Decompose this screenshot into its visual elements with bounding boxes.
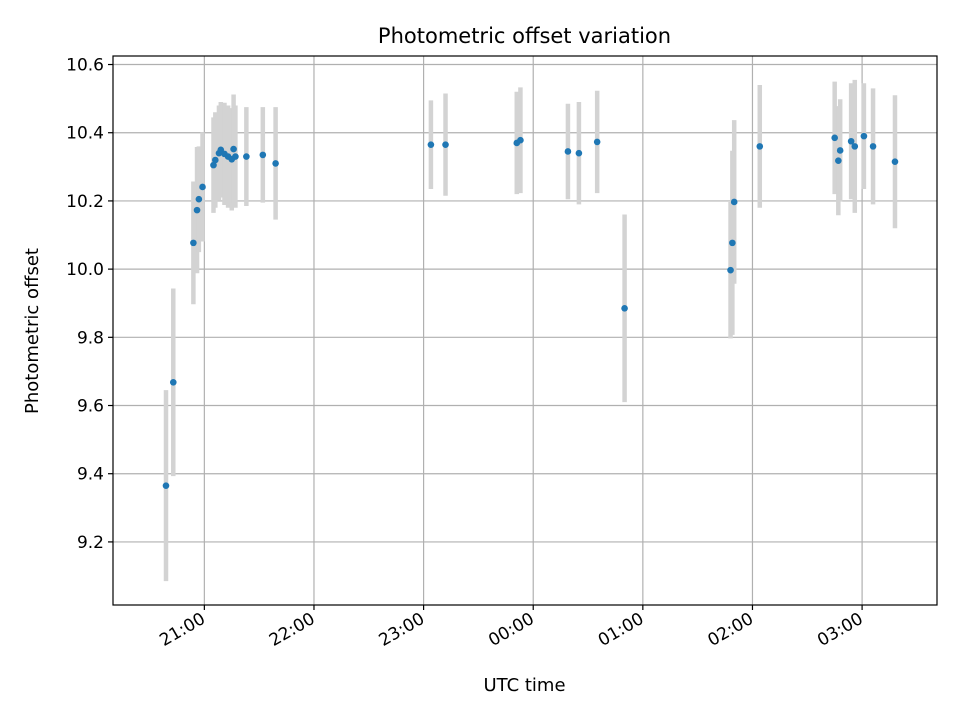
data-point: [442, 141, 449, 148]
data-point: [851, 143, 859, 150]
y-tick-label: 10.4: [66, 124, 104, 144]
plot-frame: [112, 55, 938, 606]
data-point: [190, 239, 197, 247]
data-point: [891, 158, 899, 166]
data-point: [564, 148, 572, 155]
y-tick-label: 10.2: [66, 192, 104, 212]
y-tick-label: 9.4: [77, 465, 104, 485]
data-point: [162, 482, 170, 489]
data-point: [621, 305, 628, 312]
y-tick-label: 9.8: [77, 328, 104, 348]
data-point: [575, 149, 583, 157]
y-tick-label: 9.6: [77, 397, 104, 417]
data-point: [835, 157, 842, 164]
y-axis-label: Photometric offset: [22, 248, 43, 414]
grid: [113, 56, 937, 605]
data-point: [831, 134, 838, 142]
data-point: [199, 183, 206, 191]
data-point: [212, 156, 219, 164]
data-point: [427, 141, 435, 148]
data-point: [847, 137, 855, 145]
data-point: [756, 143, 764, 150]
data-point: [729, 239, 736, 247]
y-tick-label: 10.0: [66, 260, 104, 280]
data-point: [193, 206, 201, 214]
y-tick-label: 9.2: [77, 533, 104, 553]
data-point: [230, 145, 237, 153]
data-point: [259, 151, 267, 159]
data-point: [730, 198, 738, 206]
data-point: [727, 266, 734, 274]
data-point: [860, 132, 868, 140]
data-point: [195, 195, 203, 203]
x-axis-label: UTC time: [483, 675, 565, 696]
data-point: [169, 379, 177, 386]
data-point: [272, 160, 279, 167]
data-point: [232, 153, 239, 160]
data-point: [243, 153, 250, 160]
data-point: [593, 138, 601, 146]
y-tick-label: 10.6: [66, 56, 104, 76]
chart-title: Photometric offset variation: [378, 24, 671, 48]
data-point: [210, 161, 217, 169]
y-axis: 9.2 9.4 9.6 9.8 10.0 10.2 10.4 10.6: [66, 56, 113, 553]
data-points: [162, 132, 899, 489]
data-point: [836, 147, 844, 154]
data-point: [517, 136, 524, 144]
data-point: [869, 143, 877, 150]
